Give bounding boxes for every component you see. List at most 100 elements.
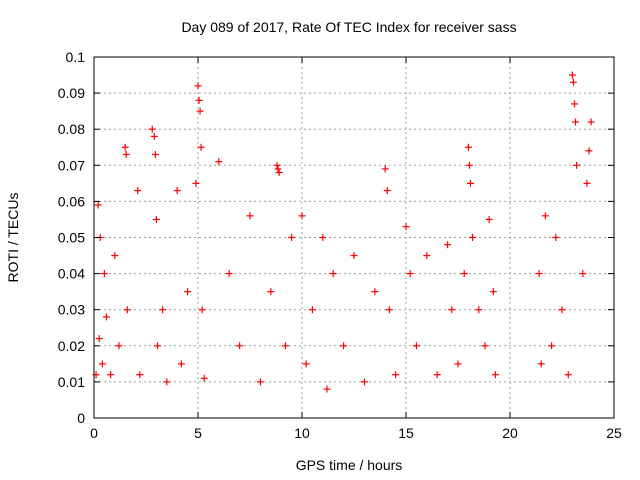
data-point: [383, 187, 391, 195]
data-point: [123, 306, 131, 314]
x-axis-title: GPS time / hours: [296, 457, 403, 473]
data-point: [152, 215, 160, 223]
data-point: [587, 118, 595, 126]
y-tick-label: 0.08: [58, 121, 85, 137]
data-point: [464, 143, 472, 151]
data-point: [275, 169, 283, 177]
data-point: [215, 158, 223, 166]
data-point: [225, 270, 233, 278]
data-point: [460, 270, 468, 278]
data-point: [444, 241, 452, 249]
y-tick-label: 0: [77, 410, 85, 426]
data-point: [177, 360, 185, 368]
data-point: [148, 125, 156, 133]
y-tick-label: 0.1: [66, 49, 86, 65]
y-tick-label: 0.04: [58, 266, 85, 282]
y-axis-title: ROTI / TECUs: [5, 193, 21, 283]
data-point: [246, 212, 254, 220]
y-tick-label: 0.05: [58, 230, 85, 246]
data-point: [192, 179, 200, 187]
data-point: [196, 107, 204, 115]
data-point: [184, 288, 192, 296]
data-point: [392, 371, 400, 379]
data-point: [236, 342, 244, 350]
data-point: [385, 306, 393, 314]
data-point: [360, 378, 368, 386]
data-point: [102, 313, 110, 321]
data-point: [107, 371, 115, 379]
data-point: [274, 165, 282, 173]
y-tick-label: 0.01: [58, 374, 85, 390]
data-point: [564, 371, 572, 379]
data-point: [573, 161, 581, 169]
data-point: [267, 288, 275, 296]
data-point: [568, 71, 576, 79]
data-point: [350, 252, 358, 260]
data-point: [98, 360, 106, 368]
data-point: [585, 147, 593, 155]
x-tick-label: 25: [606, 425, 622, 441]
data-point: [173, 187, 181, 195]
data-points: [92, 71, 595, 393]
data-point: [558, 306, 566, 314]
data-point: [340, 342, 348, 350]
data-point: [406, 270, 414, 278]
data-point: [579, 270, 587, 278]
data-point: [100, 270, 108, 278]
y-tick-label: 0.09: [58, 85, 85, 101]
data-point: [465, 161, 473, 169]
y-tick-label: 0.02: [58, 338, 85, 354]
data-point: [329, 270, 337, 278]
data-point: [535, 270, 543, 278]
x-tick-label: 5: [194, 425, 202, 441]
data-point: [198, 306, 206, 314]
data-point: [485, 215, 493, 223]
data-point: [489, 288, 497, 296]
data-point: [94, 201, 102, 209]
data-point: [548, 342, 556, 350]
data-point: [469, 234, 477, 241]
data-point: [281, 342, 289, 350]
data-point: [402, 223, 410, 231]
data-point: [153, 342, 161, 350]
data-point: [150, 132, 158, 140]
data-point: [491, 371, 499, 379]
data-point: [151, 150, 159, 158]
data-point: [134, 187, 142, 195]
data-point: [302, 360, 310, 368]
data-point: [448, 306, 456, 314]
data-point: [95, 335, 103, 343]
data-point: [298, 212, 306, 220]
data-point: [475, 306, 483, 314]
data-point: [115, 342, 123, 350]
data-point: [319, 234, 327, 241]
data-point: [412, 342, 420, 350]
data-point: [381, 165, 389, 173]
data-point: [159, 306, 167, 314]
data-point: [163, 378, 171, 386]
data-point: [122, 150, 130, 158]
data-point: [371, 288, 379, 296]
grid: [94, 57, 614, 418]
data-point: [273, 161, 281, 169]
data-point: [454, 360, 462, 368]
data-point: [466, 179, 474, 187]
x-tick-label: 10: [294, 425, 310, 441]
axis-ticks: [93, 56, 615, 419]
data-point: [136, 371, 144, 379]
data-point: [200, 374, 208, 382]
data-point: [570, 100, 578, 108]
x-tick-label: 0: [90, 425, 98, 441]
data-point: [111, 252, 119, 260]
data-point: [323, 385, 331, 393]
y-tick-label: 0.07: [58, 157, 85, 173]
x-tick-label: 20: [502, 425, 518, 441]
data-point: [195, 96, 203, 104]
y-tick-label: 0.06: [58, 193, 85, 209]
y-tick-labels: 0 0.01 0.02 0.03 0.04 0.05 0.06 0.07 0.08 0.09 0.1: [58, 49, 85, 426]
y-tick-label: 0.03: [58, 302, 85, 318]
data-point: [256, 378, 264, 386]
x-tick-labels: 0 5 10 15 20 25: [90, 425, 622, 441]
data-point: [288, 234, 296, 241]
